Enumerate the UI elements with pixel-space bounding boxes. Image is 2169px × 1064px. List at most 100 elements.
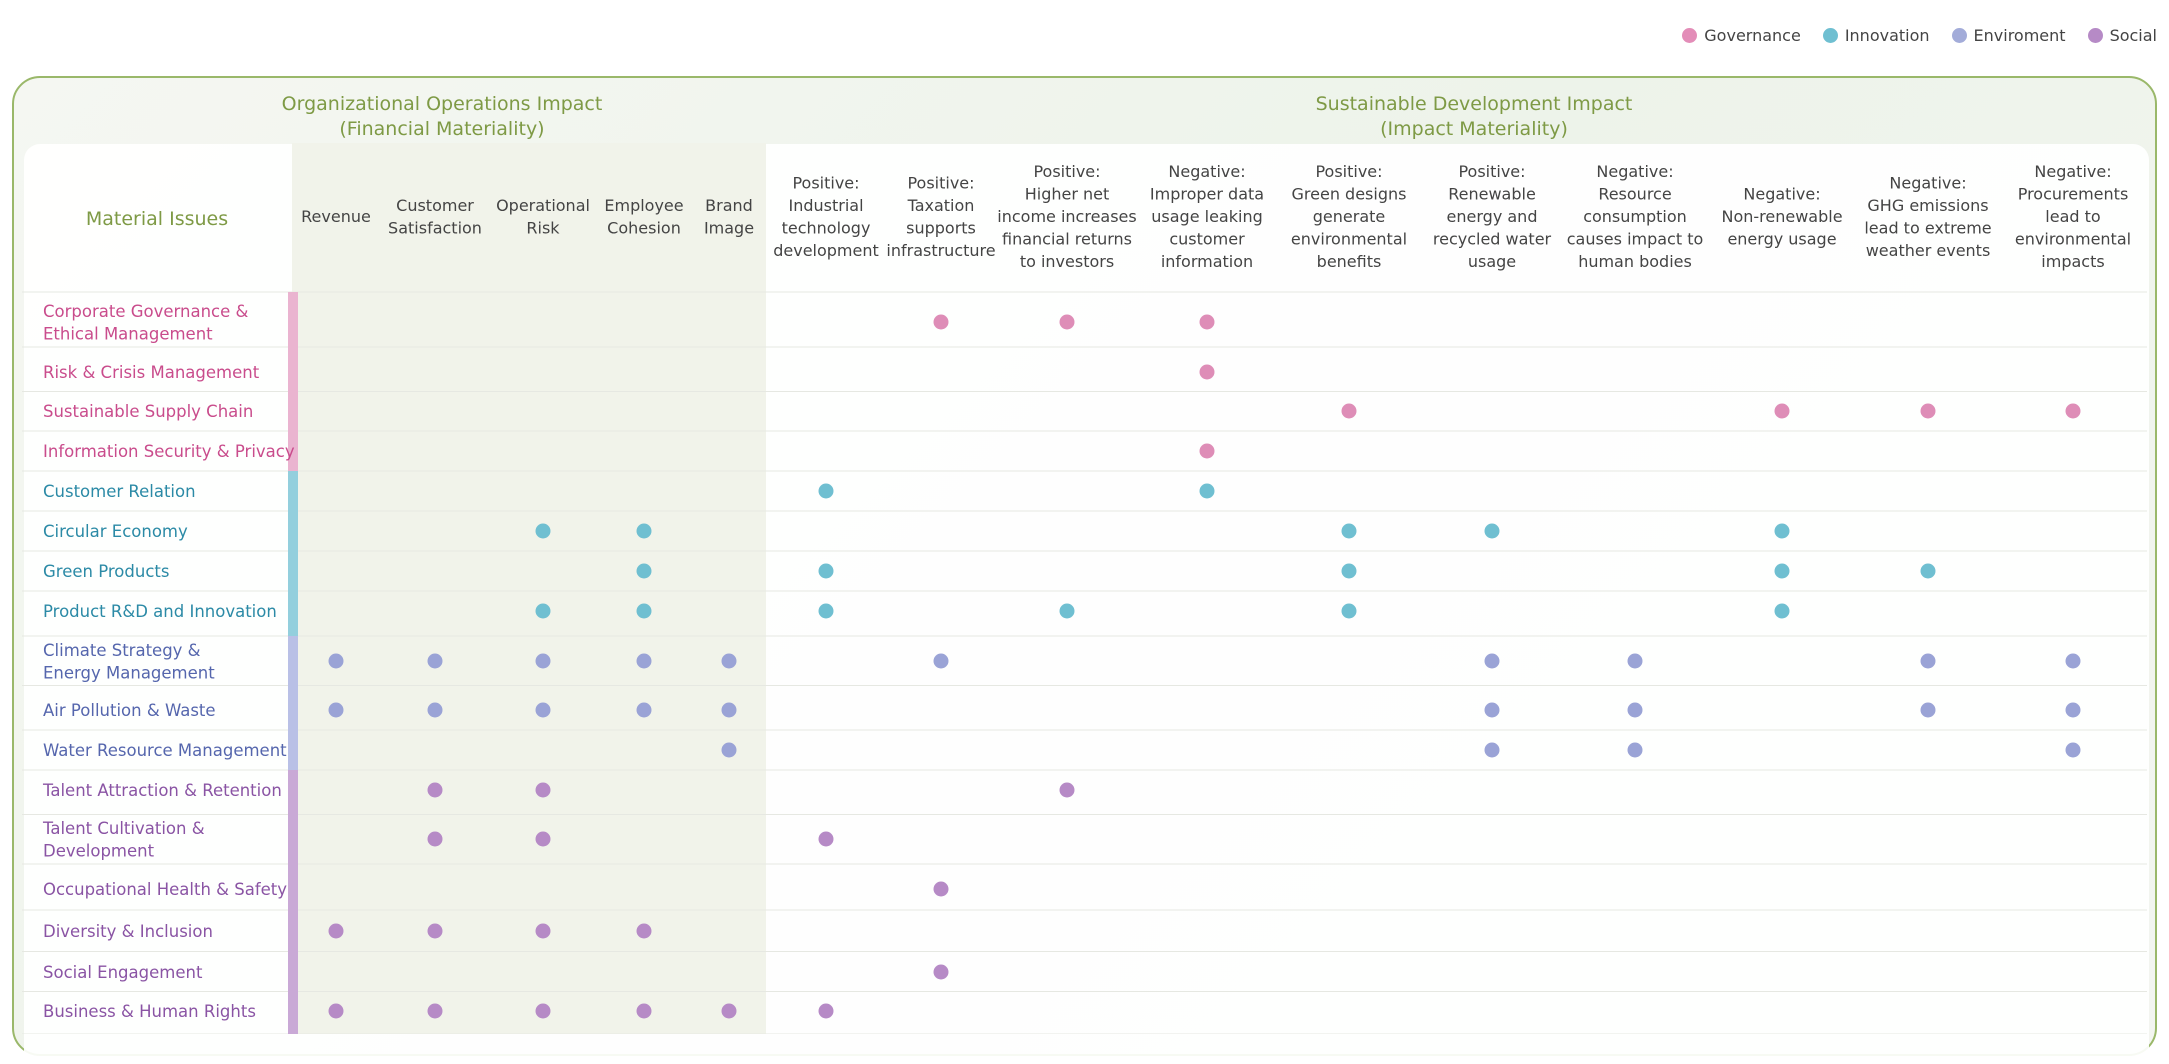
category-bar	[288, 910, 298, 952]
category-bar	[288, 991, 298, 1034]
column-header-line: Customer	[396, 196, 474, 215]
legend-label: Enviroment	[1973, 26, 2066, 45]
materiality-dot	[636, 702, 652, 718]
materiality-dot	[636, 923, 652, 939]
financial-group-title: Organizational Operations Impact (Financ…	[202, 92, 682, 142]
column-header-7: Positive: Higher net income increases finan…	[997, 162, 1136, 271]
materiality-dot	[1484, 653, 1500, 669]
column-header-12: Negative: Non-renewable energy usage	[1721, 185, 1842, 249]
financial-group-title-line1: Organizational Operations Impact	[281, 93, 603, 115]
issue-label: Business & Human Rights	[43, 1002, 256, 1021]
column-header-line: Positive:	[907, 173, 974, 192]
materiality-dot	[636, 1003, 652, 1019]
materiality-dot	[1059, 782, 1075, 798]
column-header-10: Positive: Renewable energy and recycled wat…	[1433, 162, 1552, 271]
materiality-dot	[328, 1003, 344, 1019]
materiality-dot	[818, 831, 834, 847]
materiality-dot	[721, 742, 737, 758]
column-header-13: Negative: GHG emissions lead to extreme wea…	[1864, 173, 1991, 260]
column-header-5: Positive: Industrial technology development	[773, 173, 879, 260]
category-bar	[288, 591, 298, 636]
materiality-matrix: Material Issues Revenue Customer Satisfacti…	[22, 143, 2147, 1034]
column-header-line: consumption	[1583, 207, 1687, 226]
materiality-dot	[2065, 403, 2081, 419]
column-header-line: generate	[1313, 207, 1385, 226]
column-header-line: energy and	[1447, 207, 1538, 226]
issue-label-line: Occupational Health & Safety	[43, 880, 287, 899]
legend-label: Governance	[1704, 26, 1801, 45]
column-header-line: Positive:	[1033, 162, 1100, 181]
column-header-line: Operational	[496, 196, 590, 215]
issue-label: Talent Cultivation & Development	[42, 819, 205, 861]
column-header-line: Taxation	[907, 196, 975, 215]
category-bar	[288, 951, 298, 992]
column-header-line: benefits	[1317, 252, 1382, 271]
issue-label: Occupational Health & Safety	[43, 880, 287, 899]
issue-label-line: Social Engagement	[43, 963, 203, 982]
column-header-line: lead to	[2045, 207, 2100, 226]
issue-label-line: Product R&D and Innovation	[43, 602, 277, 621]
issue-label-line: Information Security & Privacy	[43, 442, 295, 461]
materiality-dot	[427, 1003, 443, 1019]
issue-label: Climate Strategy & Energy Management	[43, 641, 215, 683]
materiality-dot	[427, 923, 443, 939]
materiality-dot	[535, 923, 551, 939]
legend: Governance Innovation Enviroment Social	[1682, 26, 2157, 45]
impact-group-title-line1: Sustainable Development Impact	[1315, 93, 1633, 115]
issue-label-line: Talent Attraction & Retention	[42, 781, 282, 800]
issue-label-line: Customer Relation	[43, 482, 196, 501]
issue-label: Air Pollution & Waste	[43, 701, 216, 720]
column-header-line: human bodies	[1578, 252, 1692, 271]
materiality-dot	[636, 603, 652, 619]
issue-label: Product R&D and Innovation	[43, 602, 277, 621]
materiality-dot	[535, 831, 551, 847]
materiality-dot	[1199, 483, 1215, 499]
column-header-9: Positive: Green designs generate environmen…	[1291, 162, 1407, 271]
materiality-dot	[818, 483, 834, 499]
materiality-dot	[328, 923, 344, 939]
materiality-dot	[818, 603, 834, 619]
materiality-dot	[2065, 702, 2081, 718]
materiality-dot	[1774, 603, 1790, 619]
column-header-line: Procurements	[2018, 185, 2129, 204]
row-header-label: Material Issues	[86, 208, 228, 230]
materiality-dot	[1484, 702, 1500, 718]
materiality-dot	[636, 563, 652, 579]
materiality-dot	[1341, 403, 1357, 419]
column-header-4: Brand Image	[704, 196, 754, 238]
legend-dot	[2087, 28, 2103, 43]
materiality-dot	[636, 653, 652, 669]
column-header-line: Green designs	[1292, 185, 1407, 204]
materiality-dot	[933, 653, 949, 669]
issue-label-line: Climate Strategy &	[43, 641, 201, 660]
impact-group-title-line2: (Impact Materiality)	[1380, 118, 1568, 140]
materiality-dot	[2065, 653, 2081, 669]
column-header-line: supports	[906, 218, 976, 237]
materiality-dot	[721, 702, 737, 718]
column-header-11: Negative: Resource consumption causes impac…	[1567, 162, 1704, 271]
column-header-line: Revenue	[301, 207, 371, 226]
materiality-dot	[1920, 702, 1936, 718]
legend-dot	[1951, 28, 1967, 43]
issue-label-line: Ethical Management	[43, 324, 213, 343]
materiality-dot	[1341, 563, 1357, 579]
legend-item-innovation: Innovation	[1822, 26, 1930, 45]
column-header-line: Brand	[705, 196, 753, 215]
issue-label: Social Engagement	[43, 963, 203, 982]
legend-dot	[1682, 28, 1698, 43]
column-header-2: Operational Risk	[496, 196, 590, 238]
materiality-dot	[721, 653, 737, 669]
column-header-line: environmental	[2015, 230, 2131, 249]
column-header-line: Satisfaction	[388, 218, 482, 237]
financial-group-title-line2: (Financial Materiality)	[339, 118, 545, 140]
legend-item-governance: Governance	[1682, 26, 1801, 45]
category-bar	[288, 292, 298, 347]
issue-label: Diversity & Inclusion	[43, 922, 213, 941]
category-bar	[288, 471, 298, 511]
issue-label-line: Business & Human Rights	[43, 1002, 256, 1021]
column-header-line: Positive:	[1458, 162, 1525, 181]
materiality-dot	[1484, 523, 1500, 539]
materiality-dot	[427, 831, 443, 847]
issue-label-line: Air Pollution & Waste	[43, 701, 216, 720]
category-bar	[288, 391, 298, 431]
